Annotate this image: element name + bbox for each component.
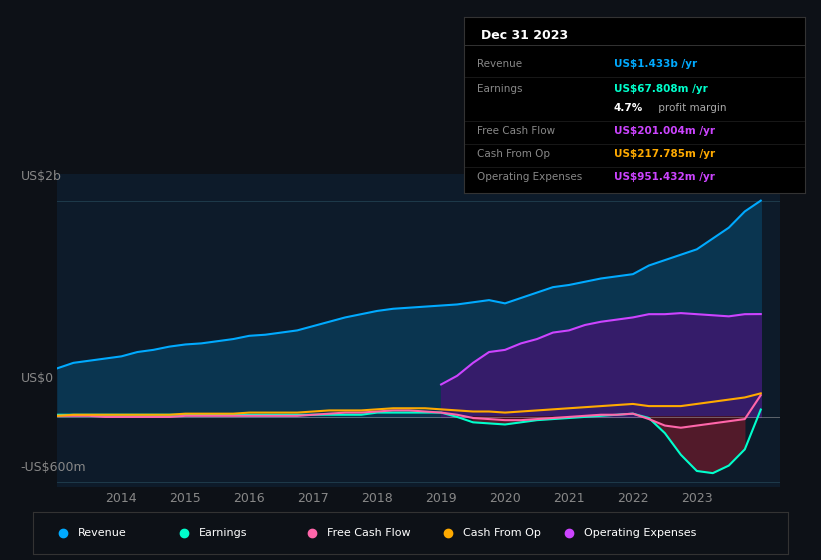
Text: 4.7%: 4.7%: [614, 103, 643, 113]
Text: US$951.432m /yr: US$951.432m /yr: [614, 172, 714, 182]
Text: Free Cash Flow: Free Cash Flow: [478, 126, 556, 136]
Text: US$67.808m /yr: US$67.808m /yr: [614, 84, 708, 94]
Text: Revenue: Revenue: [78, 529, 127, 538]
Text: Cash From Op: Cash From Op: [463, 529, 541, 538]
Text: Earnings: Earnings: [199, 529, 247, 538]
Text: Free Cash Flow: Free Cash Flow: [328, 529, 411, 538]
Text: Operating Expenses: Operating Expenses: [478, 172, 583, 182]
Text: US$0: US$0: [21, 371, 53, 385]
Text: profit margin: profit margin: [654, 103, 726, 113]
Text: Dec 31 2023: Dec 31 2023: [481, 29, 568, 42]
Text: Cash From Op: Cash From Op: [478, 149, 551, 159]
Text: US$201.004m /yr: US$201.004m /yr: [614, 126, 715, 136]
Text: Operating Expenses: Operating Expenses: [585, 529, 696, 538]
Text: Revenue: Revenue: [478, 59, 523, 69]
Text: US$2b: US$2b: [21, 170, 62, 183]
Text: US$1.433b /yr: US$1.433b /yr: [614, 59, 697, 69]
Text: Earnings: Earnings: [478, 84, 523, 94]
Text: US$217.785m /yr: US$217.785m /yr: [614, 149, 715, 159]
Text: -US$600m: -US$600m: [21, 461, 86, 474]
